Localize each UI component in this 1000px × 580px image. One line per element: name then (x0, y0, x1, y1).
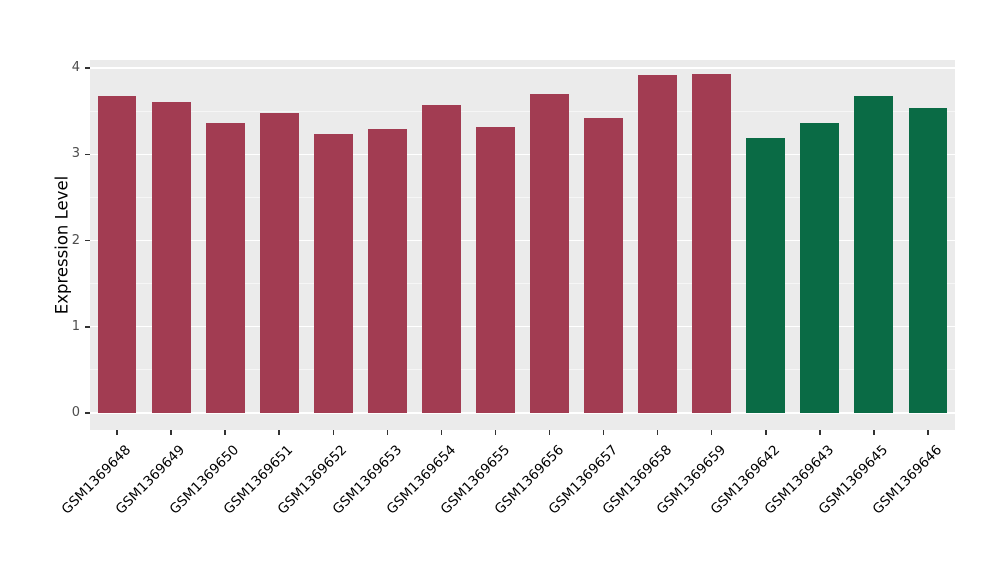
bar-GSM1369643 (800, 123, 840, 413)
bar-GSM1369650 (205, 123, 245, 413)
bar-GSM1369642 (746, 137, 786, 413)
x-tick-mark (440, 430, 443, 435)
bar-GSM1369653 (367, 129, 407, 413)
x-tick-mark (602, 430, 605, 435)
bar-GSM1369646 (908, 107, 948, 413)
y-tick-mark (85, 412, 90, 414)
y-tick-label: 1 (71, 318, 80, 334)
major-gridline (90, 326, 955, 328)
bar-GSM1369645 (854, 96, 894, 413)
x-tick-mark (656, 430, 659, 435)
x-tick-mark (873, 430, 875, 435)
bar-GSM1369654 (421, 105, 461, 413)
minor-gridline (90, 110, 955, 112)
chart-panel (90, 60, 955, 430)
bar-GSM1369659 (692, 74, 732, 413)
y-tick-label: 2 (71, 232, 80, 248)
x-tick-mark (170, 430, 172, 435)
bar-GSM1369657 (584, 118, 624, 413)
x-tick-mark (710, 430, 713, 435)
x-tick-mark (224, 430, 226, 435)
x-tick-mark (765, 430, 767, 435)
y-tick-mark (85, 67, 90, 69)
x-tick-mark (927, 430, 929, 435)
x-tick-mark (819, 430, 821, 435)
y-tick-label: 4 (71, 60, 80, 75)
y-tick-label: 3 (71, 146, 80, 162)
x-tick-mark (116, 430, 118, 435)
major-gridline (90, 412, 955, 414)
bar-GSM1369656 (530, 93, 569, 413)
minor-gridline (90, 283, 955, 285)
x-tick-mark (494, 430, 497, 435)
y-tick-mark (85, 239, 90, 242)
major-gridline (90, 153, 955, 155)
y-tick-mark (85, 153, 90, 155)
bar-GSM1369649 (151, 101, 191, 413)
bar-GSM1369655 (476, 126, 515, 413)
bar-GSM1369651 (259, 112, 299, 413)
y-tick-label: 0 (71, 405, 80, 420)
bar-GSM1369648 (97, 96, 137, 413)
x-tick-mark (386, 430, 389, 435)
bar-GSM1369652 (313, 134, 353, 413)
x-tick-mark (278, 430, 280, 435)
minor-gridline (90, 196, 955, 198)
minor-gridline (90, 369, 955, 371)
major-gridline (90, 67, 955, 69)
x-tick-mark (548, 430, 551, 435)
bar-GSM1369658 (638, 74, 678, 413)
major-gridline (90, 239, 955, 242)
y-tick-mark (85, 326, 90, 328)
x-tick-mark (332, 430, 335, 435)
